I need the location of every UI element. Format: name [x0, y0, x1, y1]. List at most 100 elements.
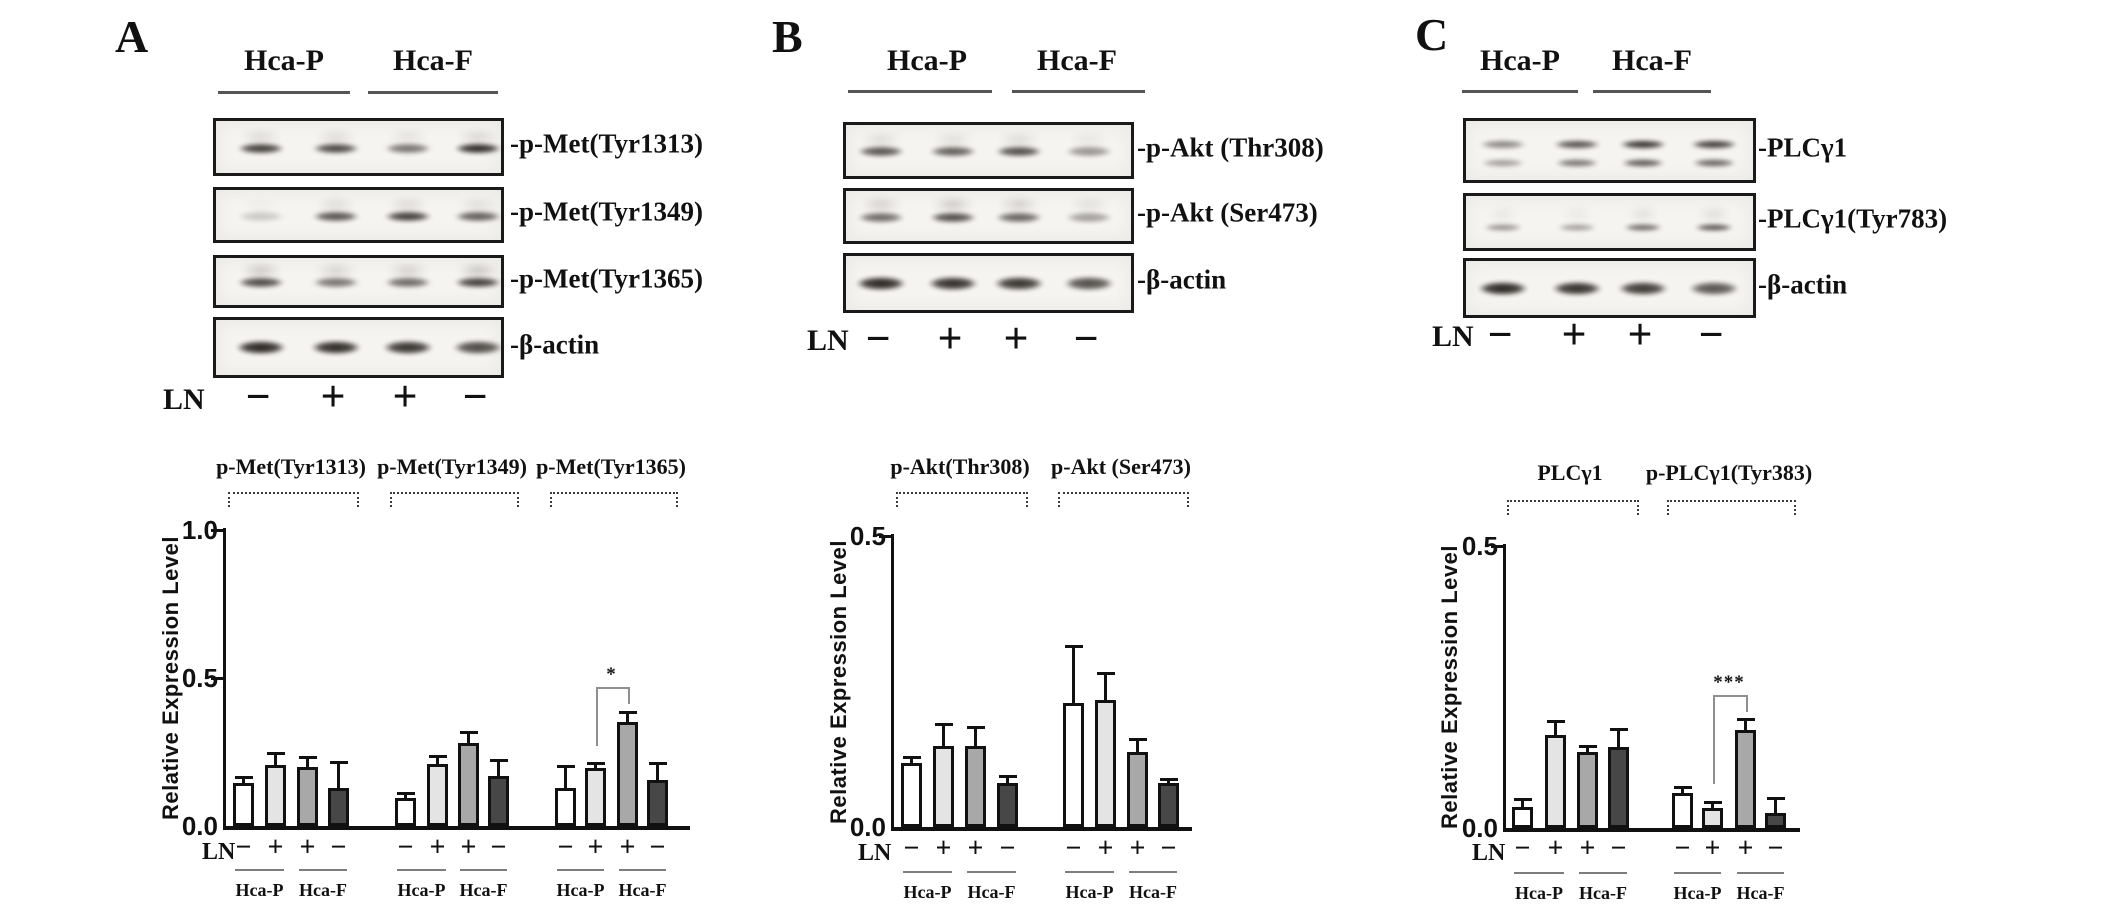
error-bar-cap	[1609, 728, 1628, 732]
blot-band	[1616, 158, 1670, 169]
group-bracket-icon	[896, 492, 1028, 507]
y-tick-label: 0.5	[1461, 531, 1498, 561]
group-bracket-icon	[1667, 500, 1796, 515]
blot-band	[1623, 207, 1663, 222]
blot-band	[379, 141, 437, 155]
bar	[328, 787, 349, 826]
blot-band	[993, 131, 1045, 150]
error-bar	[594, 763, 597, 769]
x-sign: +	[1704, 833, 1721, 864]
ln-sign: −	[865, 314, 891, 363]
ln-sign: −	[1073, 314, 1099, 363]
cell-line-label: Hca-P	[397, 880, 446, 900]
x-sign: −	[1065, 833, 1082, 864]
error-bar	[1136, 739, 1139, 752]
error-bar-cap	[618, 710, 637, 714]
blot-box	[1463, 258, 1756, 318]
blot-band	[1553, 222, 1601, 232]
chart-group-title: p-Akt(Thr308)	[890, 454, 1030, 479]
y-tick	[879, 535, 891, 538]
blot-band	[1058, 274, 1120, 292]
error-bar	[242, 777, 245, 784]
error-bar-cap	[1578, 744, 1597, 748]
y-tick-label: 0.0	[181, 811, 218, 841]
cell-line-label: Hca-P	[1673, 883, 1722, 903]
blot-band	[1612, 279, 1674, 297]
blot-box	[843, 188, 1134, 244]
blot-band	[379, 209, 437, 223]
blot-band	[379, 275, 437, 289]
blot-band	[232, 141, 290, 155]
bar	[1702, 808, 1723, 828]
panel-a: A Hca-P Hca-F -p-Met(Tyr1313) -p-Met(Tyr1349…	[90, 0, 750, 914]
x-sign: −	[397, 832, 414, 863]
header-underline	[848, 90, 992, 93]
x-sign: +	[1547, 833, 1564, 864]
bar	[1672, 793, 1693, 828]
blot-box	[843, 122, 1134, 179]
blot-band	[855, 131, 907, 150]
blot-band	[307, 209, 365, 223]
ln-label: LN	[807, 324, 849, 357]
blot-band	[235, 262, 287, 280]
blot-band	[990, 210, 1048, 224]
cell-line-underline	[1129, 871, 1177, 873]
blot-box	[213, 118, 507, 176]
blot-band	[1474, 139, 1532, 151]
blot-band	[852, 145, 910, 159]
bar	[458, 743, 479, 826]
bar	[1765, 812, 1786, 828]
blot-band	[1063, 131, 1115, 150]
blot-band	[1472, 279, 1534, 297]
x-sign: +	[460, 832, 477, 863]
error-bar-cap	[966, 725, 985, 729]
error-bar-cap	[556, 765, 575, 769]
x-axis	[223, 826, 690, 830]
y-axis	[1503, 544, 1506, 828]
chart-group-title: PLCγ1	[1537, 460, 1603, 485]
error-bar	[306, 757, 309, 767]
blot-band	[449, 209, 507, 223]
bar	[395, 797, 416, 826]
blot-band	[1546, 279, 1608, 297]
x-sign: −	[330, 832, 347, 863]
header-underline	[218, 91, 350, 94]
y-tick-label: 1.0	[181, 515, 218, 545]
cell-line-label: Hca-P	[1065, 882, 1114, 902]
panel-letter: C	[1415, 9, 1449, 60]
bar	[297, 766, 318, 826]
bar	[1735, 729, 1756, 828]
cell-line-underline	[903, 871, 952, 873]
header-underline	[1012, 90, 1145, 93]
y-axis	[223, 528, 226, 826]
chart-group-title: p-Akt (Ser473)	[1051, 454, 1191, 479]
cell-line-underline	[1514, 872, 1564, 874]
bar	[1577, 751, 1598, 828]
cell-line-label: Hca-P	[556, 880, 605, 900]
error-bar	[974, 727, 977, 746]
ln-label: LN	[163, 383, 205, 416]
blot-band	[230, 339, 292, 356]
error-bar-cap	[1703, 800, 1722, 804]
blot-row-label: -PLCγ1(Tyr783)	[1758, 203, 1948, 234]
cell-line-underline	[460, 869, 507, 871]
error-bar-cap	[1128, 738, 1147, 742]
blot-band	[1548, 139, 1606, 151]
blot-box	[213, 317, 509, 378]
bar	[933, 745, 954, 827]
error-bar	[404, 793, 407, 798]
error-bar-cap	[998, 775, 1017, 779]
ln-sign: +	[392, 372, 418, 421]
x-sign: −	[557, 832, 574, 863]
bar	[555, 787, 576, 826]
x-axis	[1503, 828, 1800, 832]
error-bar-cap	[298, 756, 317, 760]
cell-line-underline	[1737, 872, 1784, 874]
error-bar-cap	[428, 754, 447, 758]
blot-band	[382, 127, 434, 146]
ln-sign: +	[320, 372, 346, 421]
blot-band	[452, 127, 504, 146]
error-bar	[626, 712, 629, 723]
blot-band	[1694, 207, 1734, 222]
error-bar	[1006, 776, 1009, 783]
